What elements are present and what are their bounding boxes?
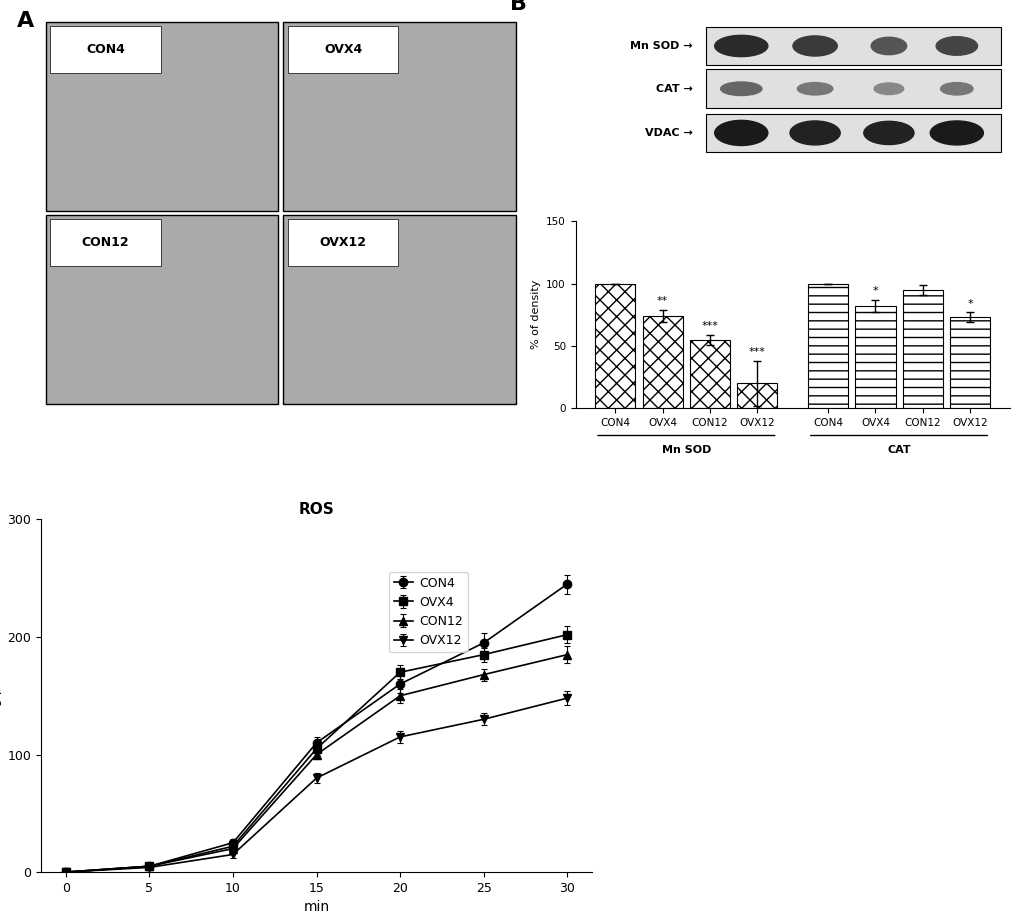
Text: Mn SOD: Mn SOD (661, 445, 710, 455)
Text: **: ** (656, 296, 667, 306)
Text: CON12: CON12 (82, 236, 129, 249)
Text: Mn SOD →: Mn SOD → (630, 41, 692, 51)
Ellipse shape (790, 121, 840, 145)
Bar (689, 340, 730, 409)
Ellipse shape (935, 37, 976, 55)
Ellipse shape (714, 35, 767, 57)
Ellipse shape (797, 83, 832, 95)
Bar (949, 318, 989, 409)
Bar (287, 219, 398, 266)
Ellipse shape (719, 82, 761, 95)
Bar (46, 215, 278, 404)
Bar (705, 114, 1000, 152)
Text: CAT: CAT (887, 445, 910, 455)
Text: *: * (966, 298, 972, 308)
Text: *: * (871, 286, 877, 297)
Ellipse shape (863, 121, 913, 144)
Ellipse shape (870, 38, 906, 55)
Text: OVX4: OVX4 (324, 43, 362, 56)
Bar (283, 22, 516, 211)
Text: ***: *** (701, 321, 717, 330)
Bar (287, 26, 398, 73)
Y-axis label: Flu/mg protein: Flu/mg protein (0, 650, 2, 742)
Bar (737, 383, 776, 409)
Text: CAT →: CAT → (655, 84, 692, 94)
Bar (705, 70, 1000, 108)
Bar (46, 22, 278, 211)
Bar (705, 27, 1000, 65)
Text: ***: *** (748, 347, 765, 357)
Bar (283, 215, 516, 404)
Bar (50, 26, 161, 73)
Ellipse shape (929, 121, 982, 145)
Ellipse shape (714, 120, 767, 145)
Legend: CON4, OVX4, CON12, OVX12: CON4, OVX4, CON12, OVX12 (388, 572, 468, 653)
Bar (642, 316, 682, 409)
Text: OVX12: OVX12 (319, 236, 366, 249)
Y-axis label: % of density: % of density (530, 280, 540, 350)
Bar (595, 284, 635, 409)
Text: A: A (16, 11, 34, 30)
Text: B: B (510, 0, 527, 14)
Title: ROS: ROS (299, 502, 334, 517)
Bar (807, 284, 848, 409)
Ellipse shape (940, 83, 972, 95)
Ellipse shape (873, 83, 903, 95)
Bar (50, 219, 161, 266)
X-axis label: min: min (304, 901, 329, 914)
Text: CON4: CON4 (86, 43, 125, 56)
Bar (855, 306, 895, 409)
Bar (902, 290, 942, 409)
Text: VDAC →: VDAC → (644, 128, 692, 138)
Ellipse shape (792, 36, 837, 56)
